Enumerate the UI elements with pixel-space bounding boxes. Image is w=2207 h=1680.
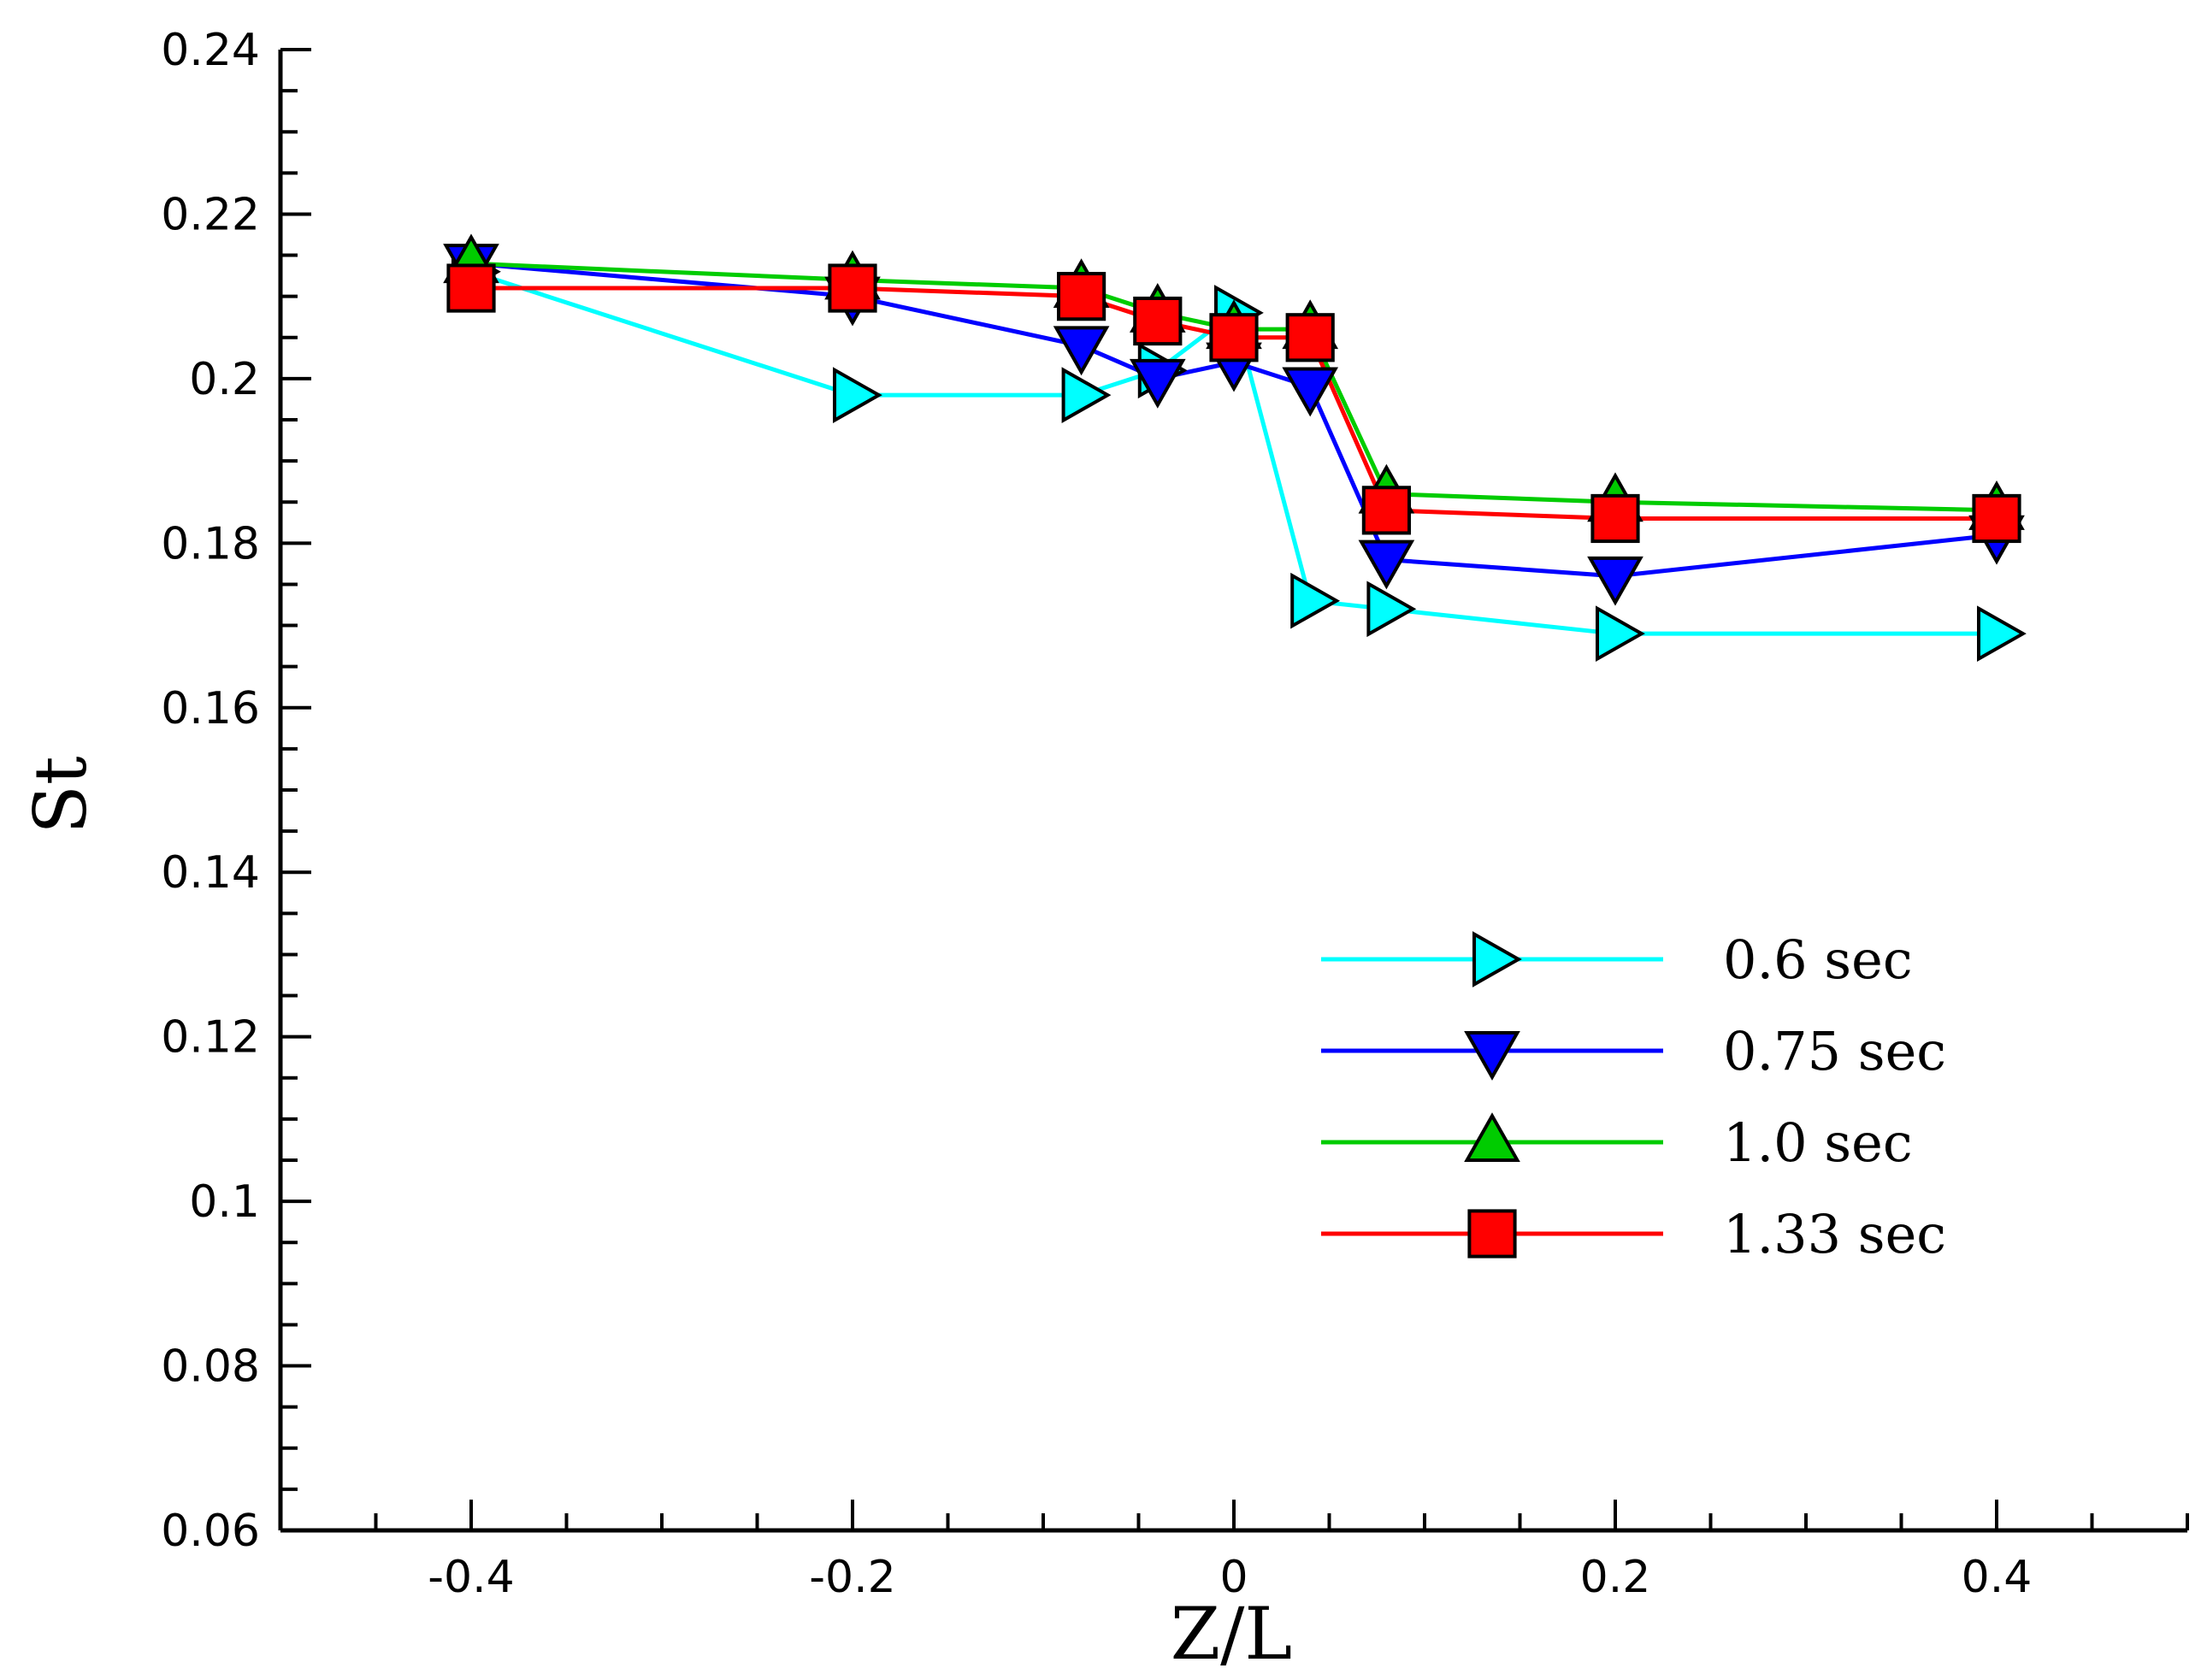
data-point-marker [1209, 313, 1259, 363]
legend-entry: 1.0 sec [1321, 1111, 1913, 1174]
legend-marker [1464, 1031, 1520, 1081]
legend-entry: 1.33 sec [1321, 1203, 1946, 1265]
data-point-marker [446, 263, 496, 313]
legend-label: 0.75 sec [1723, 1020, 1946, 1082]
data-point-marker [828, 263, 877, 313]
data-point-marker [1282, 367, 1339, 417]
x-tick-label: -0.2 [809, 1552, 895, 1603]
y-tick-label: 0.2 [189, 354, 260, 405]
data-point-marker [1358, 539, 1415, 590]
y-tick-label: 0.1 [189, 1176, 260, 1228]
legend-entry: 0.75 sec [1321, 1020, 1946, 1082]
data-point-marker [1366, 581, 1417, 638]
y-tick-label: 0.24 [161, 25, 260, 76]
y-tick-label: 0.16 [161, 683, 260, 734]
legend-marker [1467, 1209, 1517, 1259]
x-tick-label: 0 [1219, 1552, 1248, 1603]
x-axis-title: Z/L [1171, 1592, 1292, 1676]
data-point-marker [1061, 367, 1112, 423]
data-point-marker [1129, 358, 1186, 409]
legend-label: 1.0 sec [1723, 1111, 1913, 1174]
data-point-marker [1290, 572, 1341, 629]
data-point-marker [1133, 296, 1183, 346]
data-point-marker [833, 367, 882, 423]
legend-marker [1464, 1112, 1520, 1162]
data-point-marker [1587, 556, 1643, 606]
series-layer [443, 233, 2027, 663]
y-tick-label: 0.22 [161, 189, 260, 240]
legend-label: 1.33 sec [1723, 1203, 1946, 1265]
y-tick-label: 0.18 [161, 518, 260, 569]
y-tick-label: 0.06 [161, 1506, 260, 1557]
data-point-marker [1590, 493, 1640, 544]
data-point-marker [1977, 605, 2027, 663]
legend-entry: 0.6 sec [1321, 928, 1913, 991]
data-point-marker [1053, 326, 1110, 376]
legend-label: 0.6 sec [1723, 928, 1913, 991]
axes-layer: 0.06 0.08 0.1 0.12 0.14 0.16 0.18 0.2 0.22 0.24 -0… [161, 25, 2189, 1603]
legend-marker [1472, 931, 1522, 987]
x-tick-label: 0.2 [1580, 1552, 1651, 1603]
y-tick-label: 0.08 [161, 1341, 260, 1393]
x-tick-label: 0.4 [1962, 1552, 2033, 1603]
y-tick-label: 0.12 [161, 1012, 260, 1064]
y-tick-label: 0.14 [161, 847, 260, 899]
series-markers [446, 263, 2021, 544]
y-axis-title: St [19, 756, 103, 834]
data-point-marker [1057, 272, 1106, 321]
legend: 0.6 sec 0.75 sec 1.0 sec 1.33 sec [1321, 928, 1946, 1265]
data-point-marker [1285, 313, 1335, 363]
data-point-marker [1596, 605, 1645, 663]
x-tick-label: -0.4 [428, 1552, 514, 1603]
data-point-marker [1361, 486, 1412, 535]
data-point-marker [1972, 493, 2021, 544]
